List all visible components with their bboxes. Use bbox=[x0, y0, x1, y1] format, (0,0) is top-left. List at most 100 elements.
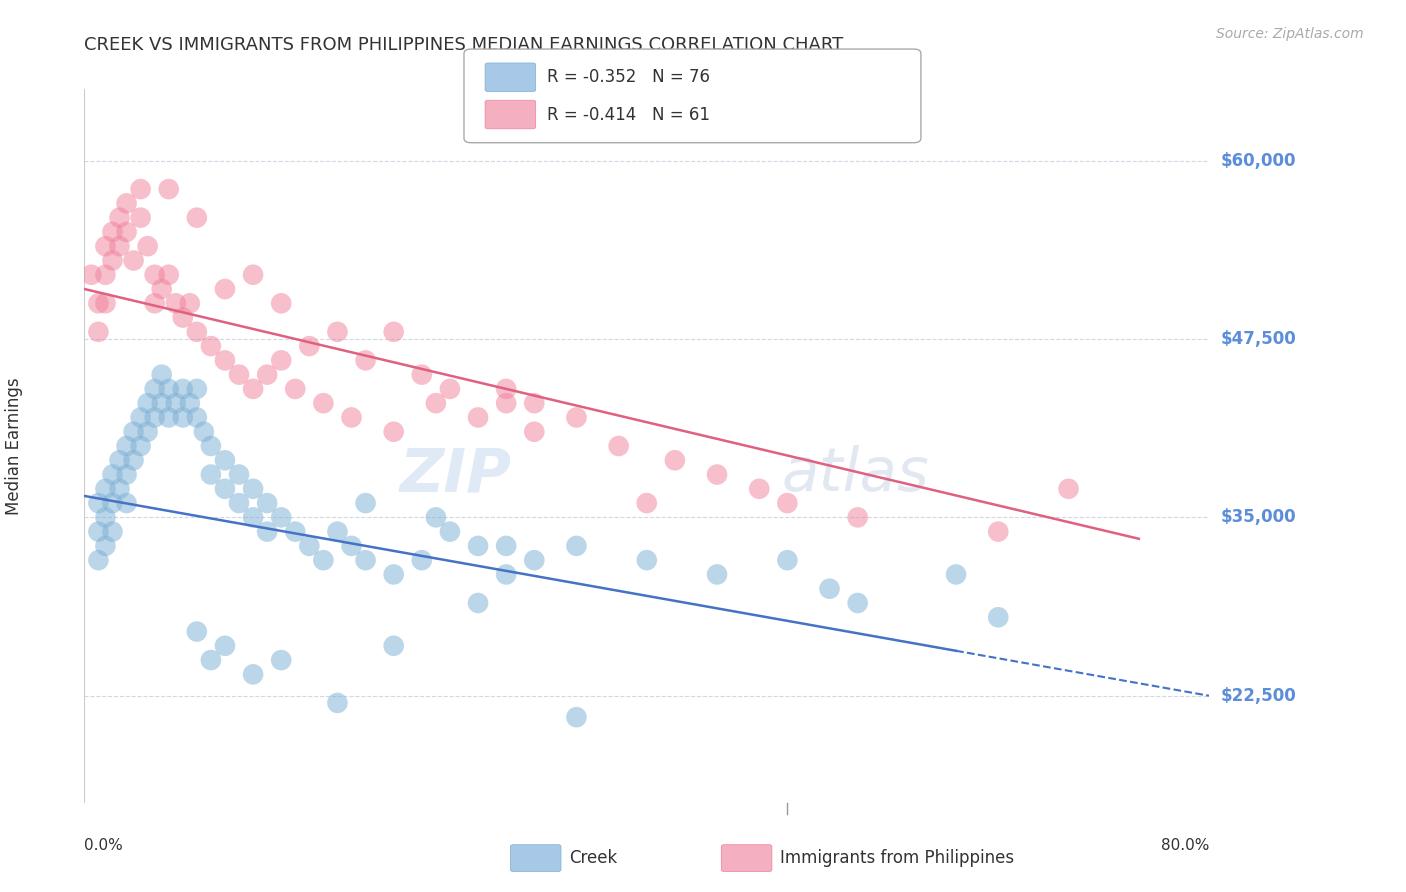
Text: Immigrants from Philippines: Immigrants from Philippines bbox=[780, 849, 1015, 867]
Point bbox=[179, 296, 201, 310]
Point bbox=[115, 496, 138, 510]
Point bbox=[186, 382, 208, 396]
Point bbox=[143, 268, 166, 282]
Point bbox=[270, 353, 292, 368]
Text: Creek: Creek bbox=[569, 849, 617, 867]
Point bbox=[165, 396, 187, 410]
Point bbox=[115, 196, 138, 211]
Point bbox=[150, 282, 173, 296]
Point bbox=[200, 439, 222, 453]
Point bbox=[382, 325, 405, 339]
Point bbox=[382, 425, 405, 439]
Text: Source: ZipAtlas.com: Source: ZipAtlas.com bbox=[1216, 27, 1364, 41]
Point bbox=[607, 439, 630, 453]
Point bbox=[172, 410, 194, 425]
Point bbox=[101, 524, 124, 539]
Point bbox=[157, 268, 180, 282]
Point bbox=[495, 396, 517, 410]
Point bbox=[157, 182, 180, 196]
Text: 0.0%: 0.0% bbox=[84, 838, 124, 854]
Point bbox=[80, 268, 103, 282]
Point bbox=[108, 453, 131, 467]
Point bbox=[312, 553, 335, 567]
Point bbox=[157, 382, 180, 396]
Point bbox=[94, 510, 117, 524]
Point bbox=[467, 596, 489, 610]
Point bbox=[495, 567, 517, 582]
Point bbox=[340, 539, 363, 553]
Point bbox=[228, 467, 250, 482]
Point bbox=[101, 225, 124, 239]
Point bbox=[270, 296, 292, 310]
Point bbox=[94, 296, 117, 310]
Point bbox=[284, 382, 307, 396]
Point bbox=[129, 439, 152, 453]
Point bbox=[186, 211, 208, 225]
Point bbox=[122, 253, 145, 268]
Point bbox=[242, 667, 264, 681]
Point bbox=[256, 524, 278, 539]
Point bbox=[565, 710, 588, 724]
Point bbox=[87, 325, 110, 339]
Point bbox=[129, 410, 152, 425]
Text: $60,000: $60,000 bbox=[1220, 152, 1296, 169]
Text: $35,000: $35,000 bbox=[1220, 508, 1296, 526]
Text: $22,500: $22,500 bbox=[1220, 687, 1296, 705]
Point bbox=[179, 396, 201, 410]
Point bbox=[987, 524, 1010, 539]
Point bbox=[228, 368, 250, 382]
Point bbox=[101, 467, 124, 482]
Point bbox=[636, 496, 658, 510]
Point bbox=[945, 567, 967, 582]
Point bbox=[326, 696, 349, 710]
Point bbox=[748, 482, 770, 496]
Point bbox=[101, 496, 124, 510]
Point bbox=[565, 539, 588, 553]
Text: ZIP: ZIP bbox=[399, 445, 512, 504]
Point bbox=[150, 368, 173, 382]
Text: atlas: atlas bbox=[782, 445, 929, 504]
Point bbox=[115, 225, 138, 239]
Text: R = -0.414   N = 61: R = -0.414 N = 61 bbox=[547, 105, 710, 123]
Point bbox=[242, 382, 264, 396]
Point bbox=[664, 453, 686, 467]
Text: CREEK VS IMMIGRANTS FROM PHILIPPINES MEDIAN EARNINGS CORRELATION CHART: CREEK VS IMMIGRANTS FROM PHILIPPINES MED… bbox=[84, 36, 844, 54]
Point bbox=[411, 553, 433, 567]
Point bbox=[94, 268, 117, 282]
Point bbox=[94, 482, 117, 496]
Point bbox=[411, 368, 433, 382]
Point bbox=[129, 182, 152, 196]
Point bbox=[136, 396, 159, 410]
Point bbox=[523, 396, 546, 410]
Point bbox=[326, 325, 349, 339]
Point bbox=[193, 425, 215, 439]
Point bbox=[94, 539, 117, 553]
Point bbox=[425, 510, 447, 524]
Point bbox=[495, 539, 517, 553]
Point bbox=[270, 510, 292, 524]
Point bbox=[115, 439, 138, 453]
Point bbox=[1057, 482, 1080, 496]
Point bbox=[115, 467, 138, 482]
Text: R = -0.352   N = 76: R = -0.352 N = 76 bbox=[547, 69, 710, 87]
Point bbox=[495, 382, 517, 396]
Point bbox=[326, 524, 349, 539]
Point bbox=[706, 567, 728, 582]
Point bbox=[101, 253, 124, 268]
Point bbox=[143, 410, 166, 425]
Point bbox=[846, 596, 869, 610]
Point bbox=[439, 382, 461, 396]
Point bbox=[987, 610, 1010, 624]
Point bbox=[186, 325, 208, 339]
Text: Median Earnings: Median Earnings bbox=[6, 377, 22, 515]
Point bbox=[523, 425, 546, 439]
Point bbox=[256, 368, 278, 382]
Point bbox=[122, 453, 145, 467]
Point bbox=[143, 382, 166, 396]
Point bbox=[636, 553, 658, 567]
Point bbox=[298, 339, 321, 353]
Point bbox=[200, 339, 222, 353]
Point bbox=[136, 239, 159, 253]
Point bbox=[776, 553, 799, 567]
Point bbox=[186, 410, 208, 425]
